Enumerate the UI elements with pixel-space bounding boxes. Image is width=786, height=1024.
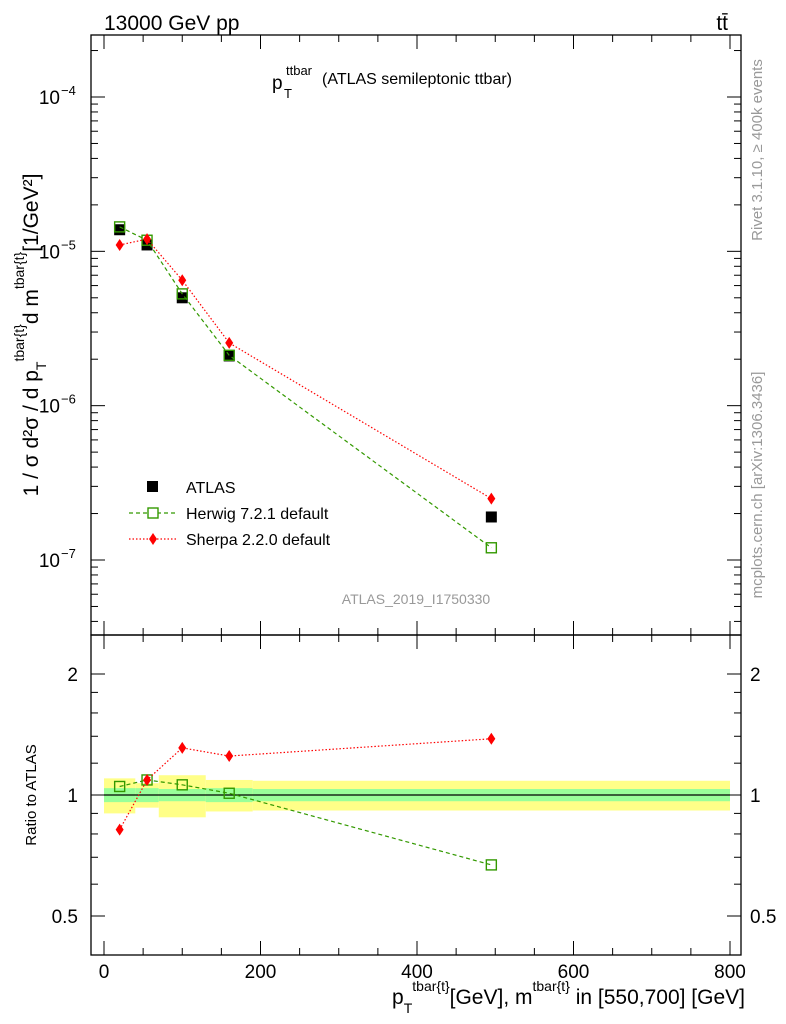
- main-y-tick-label: 10: [39, 551, 60, 572]
- main-y-tick-exponent: −7: [61, 546, 76, 561]
- main-series-layer: [113, 221, 498, 554]
- plot-title-rest: (ATLAS semileptonic ttbar): [322, 71, 512, 88]
- herwig-ratio-line: [119, 779, 492, 866]
- x-label-p: p: [392, 986, 404, 1009]
- legend-sherpa-marker: [149, 533, 157, 545]
- ratio-y-tick-label-right: 1: [750, 786, 761, 807]
- herwig-main-point: [223, 349, 235, 362]
- uncertainty-bands: [104, 775, 731, 818]
- main-y-tick-exponent: −4: [61, 83, 76, 98]
- sherpa-ratio-point: [115, 823, 124, 836]
- atlas-main-point: [176, 292, 188, 304]
- sherpa-main-point: [487, 492, 496, 505]
- main-y-axis: 10−710−610−510−4: [39, 50, 741, 622]
- sherpa-main-line: [119, 238, 492, 500]
- main-y-tick-exponent: −5: [61, 237, 76, 252]
- legend-herwig-label: Herwig 7.2.1 default: [186, 506, 329, 523]
- legend-sherpa-label: Sherpa 2.2.0 default: [186, 532, 331, 549]
- analysis-id: ATLAS_2019_I1750330: [342, 591, 491, 607]
- sherpa-ratio-point: [225, 750, 234, 763]
- ratio-y-tick-label-right: 2: [750, 665, 761, 686]
- herwig-main-point: [176, 288, 188, 300]
- rivet-label: Rivet 3.1.10, ≥ 400k events: [749, 59, 766, 241]
- ratio-y-tick-label: 2: [67, 665, 78, 686]
- main-y-tick-label: 10: [39, 88, 60, 109]
- ratio-y-tick-label-right: 0.5: [750, 907, 776, 928]
- x-label-sup2: tbar{t}: [533, 978, 571, 994]
- x-tick-label: 400: [401, 962, 433, 983]
- x-label-end: in [550,700] [GeV]: [570, 986, 745, 1009]
- legend: ATLAS Herwig 7.2.1 default Sherpa 2.2.0 …: [129, 480, 331, 549]
- ratio-series-layer: [113, 732, 498, 871]
- sherpa-main-point: [178, 274, 187, 287]
- plot-title: p T ttbar (ATLAS semileptonic ttbar): [272, 63, 512, 101]
- x-tick-label: 800: [714, 962, 746, 983]
- x-label-sup: tbar{t}: [412, 978, 450, 994]
- herwig-ratio-point: [223, 787, 235, 799]
- main-y-label-unit: [1/GeV²]: [20, 174, 43, 252]
- herwig-main-point: [113, 221, 126, 233]
- atlas-main-point: [485, 511, 497, 523]
- herwig-ratio-point: [485, 859, 498, 871]
- legend-atlas-marker: [147, 481, 158, 492]
- main-y-tick-label: 10: [39, 242, 60, 263]
- legend-herwig-marker: [147, 507, 159, 519]
- main-y-label-sup: tbar{t}: [11, 324, 27, 362]
- svg-text:1 / σ d²σ / d pTtbar{t}d mtbar: 1 / σ d²σ / d pTtbar{t}d mtbar{t}[1/GeV²…: [11, 174, 49, 497]
- plot-title-sup: ttbar: [286, 63, 313, 78]
- ratio-y-tick-label: 0.5: [52, 907, 78, 928]
- x-label-sub: T: [404, 1000, 413, 1016]
- main-y-tick-exponent: −6: [61, 392, 76, 407]
- process-label: tt̄: [716, 12, 728, 35]
- sherpa-main-point: [115, 238, 124, 251]
- herwig-main-line: [119, 226, 492, 549]
- sherpa-ratio-point: [143, 773, 152, 786]
- main-y-label-sub: T: [33, 361, 49, 370]
- x-tick-label: 200: [245, 962, 277, 983]
- main-y-label-sup2: tbar{t}: [11, 251, 27, 289]
- sherpa-ratio-point: [178, 741, 187, 754]
- x-axis: 0 200 400 600 800: [99, 35, 746, 983]
- sherpa-ratio-point: [487, 732, 496, 745]
- ratio-y-tick-label: 1: [67, 786, 78, 807]
- herwig-ratio-point: [176, 779, 188, 791]
- main-y-label-part2: d m: [20, 289, 43, 324]
- plot-title-p: p: [272, 73, 283, 94]
- main-y-tick-label: 10: [39, 397, 60, 418]
- plot-title-sub: T: [284, 86, 292, 101]
- legend-atlas-label: ATLAS: [186, 480, 236, 497]
- x-tick-label: 0: [99, 962, 110, 983]
- main-y-label: 1 / σ d²σ / d pTtbar{t}d mtbar{t}[1/GeV²…: [11, 174, 49, 497]
- ratio-y-axis: 0.5 0.5 1 1 2 2: [52, 665, 777, 928]
- atlas-main-point: [223, 350, 235, 362]
- x-axis-label: pTtbar{t}[GeV], mtbar{t} in [550,700] [G…: [392, 978, 745, 1016]
- sherpa-main-point: [225, 336, 234, 349]
- atlas-main-point: [114, 224, 126, 236]
- collision-label: 13000 GeV pp: [104, 12, 239, 35]
- ratio-y-label: Ratio to ATLAS: [23, 744, 40, 845]
- x-label-mid: [GeV], m: [450, 986, 533, 1009]
- x-tick-label: 600: [558, 962, 590, 983]
- herwig-main-point: [485, 542, 498, 554]
- main-y-label-part1: 1 / σ d²σ / d p: [20, 370, 43, 496]
- mcplots-label: mcplots.cern.ch [arXiv:1306.3436]: [749, 372, 766, 599]
- herwig-ratio-point: [113, 780, 126, 793]
- sherpa-main-point: [143, 233, 152, 246]
